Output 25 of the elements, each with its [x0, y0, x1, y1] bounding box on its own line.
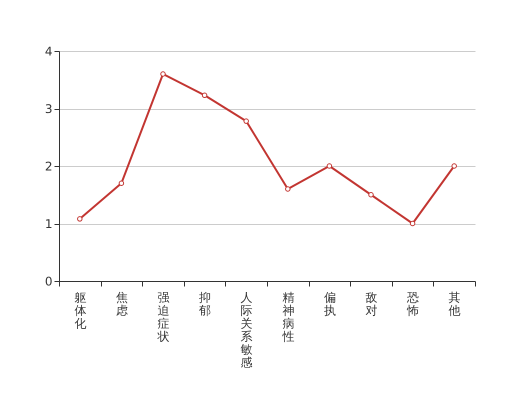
point — [410, 220, 416, 226]
point — [202, 92, 208, 98]
x-tick-label: 恐怖 — [406, 290, 420, 318]
y-tick-label: 0 — [44, 274, 52, 288]
y-tick-label: 4 — [44, 44, 52, 58]
y-tick-label: 3 — [44, 102, 52, 116]
point — [326, 163, 332, 169]
point — [285, 186, 291, 192]
y-tick-label: 1 — [44, 217, 52, 231]
x-tick-label: 抑郁 — [199, 290, 212, 318]
x-tick-label: 人际关系敏感 — [240, 290, 253, 370]
x-tick-label: 躯体化 — [74, 290, 86, 330]
y-tick-label: 2 — [44, 160, 52, 174]
point — [243, 118, 249, 124]
x-tick-label: 敌对 — [366, 290, 378, 318]
x-tick-label: 偏执 — [324, 290, 336, 318]
point — [118, 180, 124, 186]
x-tick-label: 焦虑 — [116, 290, 128, 318]
point — [451, 163, 457, 169]
x-tick-label: 强迫症状 — [156, 290, 170, 344]
x-tick-label: 其他 — [448, 290, 461, 318]
point — [77, 216, 83, 222]
x-tick-label: 精神病性 — [281, 290, 294, 344]
point — [160, 71, 166, 77]
point — [368, 192, 374, 198]
